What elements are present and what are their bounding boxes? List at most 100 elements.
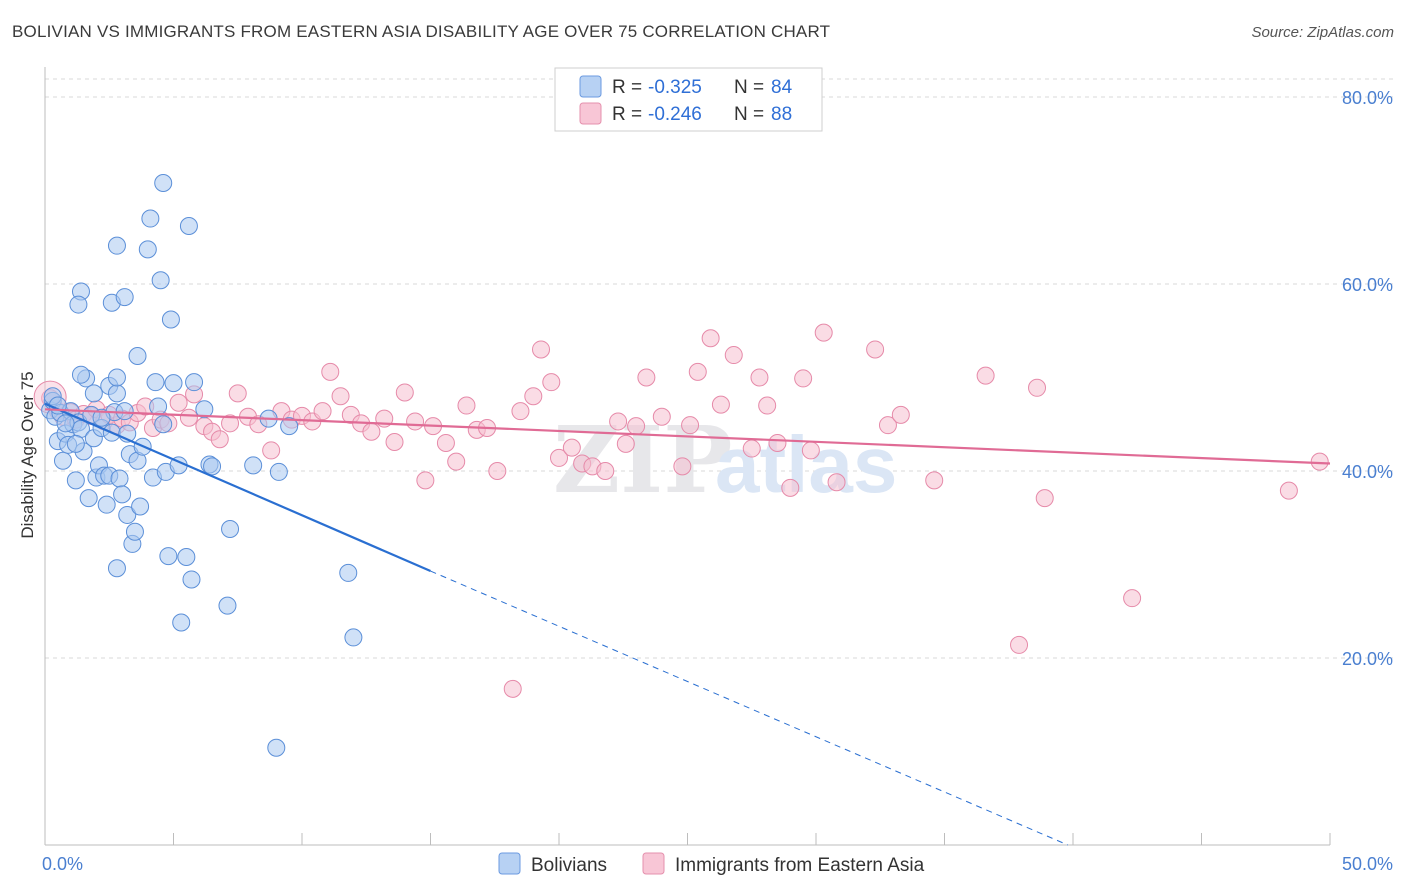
- immigrants-point-82: [878, 416, 897, 435]
- immigrants-point-64: [637, 368, 656, 387]
- immigrants-point-63: [627, 417, 646, 436]
- immigrants-point-62: [616, 434, 635, 453]
- bolivians-point-37: [138, 240, 157, 259]
- immigrants-point-45: [436, 433, 455, 452]
- immigrants-point-78: [801, 441, 820, 460]
- immigrants-point-85: [976, 366, 995, 385]
- x-tick-label-max: 50.0%: [1342, 854, 1393, 874]
- bolivians-point-50: [177, 548, 196, 567]
- legend-swatch-immigrants: [579, 102, 602, 125]
- immigrants-point-89: [1123, 589, 1142, 608]
- immigrants-trend-line: [44, 408, 1331, 465]
- watermark: ZIP atlas: [553, 406, 897, 514]
- bolivians-point-33: [125, 522, 144, 541]
- immigrants-point-73: [750, 368, 769, 387]
- bolivians-point-59: [244, 456, 263, 475]
- bolivians-point-62: [269, 462, 288, 481]
- immigrants-point-84: [925, 471, 944, 490]
- bolivians-point-27: [110, 469, 129, 488]
- chart-source: Source: ZipAtlas.com: [1251, 24, 1394, 41]
- bolivians-point-28: [113, 485, 132, 504]
- bolivians-point-72: [92, 408, 111, 427]
- watermark-atlas: atlas: [715, 420, 897, 509]
- bolivians-point-15: [79, 489, 98, 508]
- immigrants-point-43: [416, 471, 435, 490]
- immigrants-point-81: [866, 340, 885, 359]
- immigrants-point-68: [688, 362, 707, 381]
- bolivians-point-40: [146, 373, 165, 392]
- x-tick-label-min: 0.0%: [42, 854, 83, 874]
- series-legend: Bolivians Immigrants from Eastern Asia: [498, 852, 925, 876]
- immigrants-point-61: [609, 412, 628, 431]
- bolivians-point-69: [66, 434, 85, 453]
- immigrants-point-46: [447, 452, 466, 471]
- immigrants-point-67: [681, 416, 700, 435]
- bottom-legend-immigrants: Immigrants from Eastern Asia: [675, 855, 925, 876]
- bolivians-point-82: [107, 236, 126, 255]
- bolivians-point-26: [107, 559, 126, 578]
- bolivians-point-38: [141, 209, 160, 228]
- immigrants-point-47: [457, 396, 476, 415]
- immigrants-point-91: [1310, 452, 1329, 471]
- bolivians-point-68: [56, 414, 75, 433]
- immigrants-point-77: [794, 369, 813, 388]
- legend-r-value-2: -0.246: [648, 104, 702, 125]
- bolivians-point-47: [164, 374, 183, 393]
- immigrants-point-83: [891, 405, 910, 424]
- bolivians-point-81: [128, 346, 147, 365]
- immigrants-point-23: [210, 430, 229, 449]
- bolivians-point-58: [221, 519, 240, 538]
- immigrants-point-65: [652, 407, 671, 426]
- immigrants-point-80: [827, 473, 846, 492]
- legend-n-value-1: 84: [771, 77, 793, 98]
- bottom-legend-swatch-immigrants: [642, 852, 665, 875]
- bolivians-point-64: [339, 563, 358, 582]
- immigrants-point-60: [596, 462, 615, 480]
- immigrants-point-53: [524, 387, 543, 406]
- bolivians-point-83: [154, 415, 173, 434]
- immigrants-point-72: [742, 439, 761, 458]
- immigrants-point-56: [550, 448, 568, 467]
- immigrants-point-28: [262, 441, 281, 460]
- legend-swatch-bolivians: [579, 75, 602, 98]
- bolivians-point-51: [179, 217, 198, 236]
- immigrants-eastern-asia-points: [33, 323, 1329, 698]
- y-axis-label: Disability Age Over 75: [18, 371, 37, 538]
- immigrants-point-69: [701, 329, 720, 348]
- correlation-legend: R = -0.325 N = 84 R = -0.246 N = 88: [554, 67, 823, 132]
- bolivians-point-54: [195, 400, 214, 419]
- immigrants-point-74: [758, 396, 777, 415]
- immigrants-point-75: [768, 433, 787, 452]
- trend-lines: [44, 402, 1331, 846]
- bolivians-point-41: [149, 397, 168, 416]
- bolivians-point-56: [203, 457, 222, 476]
- axis-layer: [44, 67, 1331, 846]
- bolivians-trend-extension: [430, 570, 1069, 846]
- legend-r-label-2: R =: [612, 104, 642, 125]
- immigrants-point-76: [781, 478, 800, 497]
- bolivians-point-29: [115, 402, 134, 421]
- immigrants-point-54: [532, 340, 551, 359]
- bolivians-point-22: [97, 495, 116, 514]
- y-tick-label-60: 60.0%: [1342, 275, 1393, 295]
- legend-r-value-1: -0.325: [648, 77, 702, 98]
- bolivians-point-45: [159, 547, 178, 566]
- legend-n-label-1: N =: [734, 77, 764, 98]
- immigrants-point-87: [1028, 378, 1047, 397]
- immigrants-point-52: [511, 402, 530, 421]
- bolivians-point-5: [53, 451, 72, 470]
- immigrants-point-50: [488, 462, 507, 480]
- legend-r-label-1: R =: [612, 77, 642, 98]
- bolivians-point-63: [280, 417, 299, 436]
- immigrants-point-86: [1010, 635, 1029, 654]
- bolivians-point-46: [161, 310, 180, 329]
- immigrants-point-71: [724, 346, 743, 365]
- immigrants-point-41: [395, 383, 414, 402]
- immigrants-point-88: [1035, 489, 1054, 508]
- bolivians-point-77: [107, 384, 126, 403]
- bottom-legend-bolivians: Bolivians: [531, 855, 607, 876]
- immigrants-point-19: [179, 408, 198, 427]
- immigrants-point-33: [313, 402, 332, 421]
- bolivians-point-61: [267, 738, 286, 757]
